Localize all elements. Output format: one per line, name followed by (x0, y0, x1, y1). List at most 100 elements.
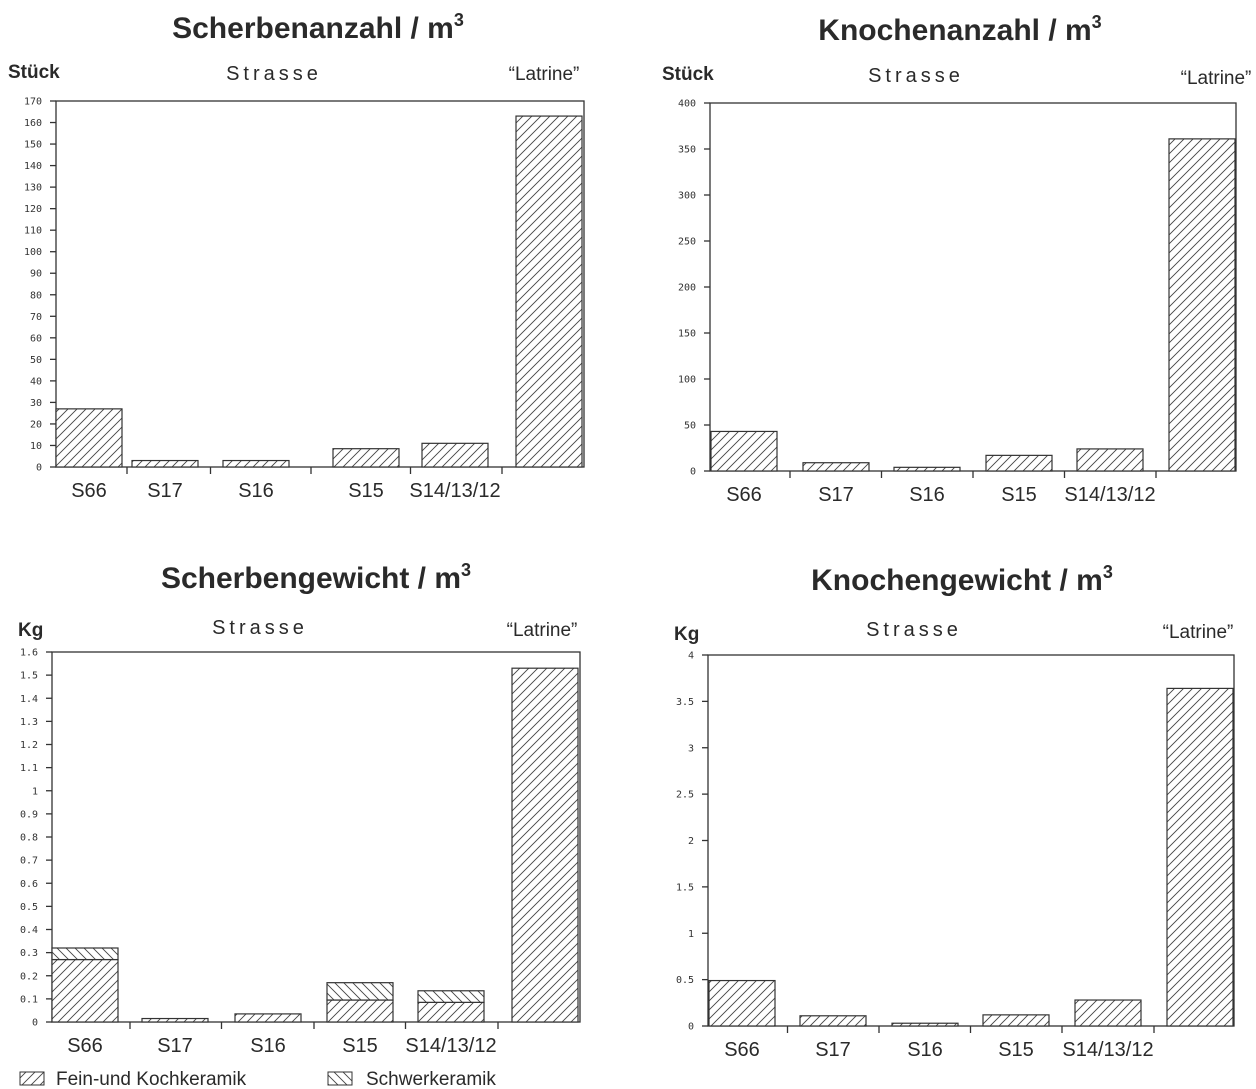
y-tick-label: 3 (688, 743, 694, 754)
x-category-label: S15 (1001, 484, 1037, 506)
chart-knochengewicht: Knochengewicht / m3 Kg Strasse “Latrine”… (674, 562, 1235, 1061)
legend-swatch-heavy (327, 1071, 353, 1086)
plot-area: 0 50 100 150 200 250 300 350 400 S66 S17 S16 S15 S14/… (678, 99, 1237, 506)
y-tick-label: 100 (24, 247, 42, 258)
y-tick-label: 0.4 (20, 925, 38, 936)
bar-fine (131, 459, 199, 468)
bar-fine (708, 979, 776, 1027)
chart-title: Knochenanzahl / m3 (818, 12, 1101, 47)
y-tick-label: 0.5 (676, 975, 694, 986)
bar-fine (51, 958, 119, 1023)
title-superscript: 3 (1092, 12, 1102, 32)
bar-fine (982, 1014, 1050, 1027)
y-tick-label: 300 (678, 191, 696, 202)
y-tick-label: 1.6 (20, 648, 38, 659)
plot-frame (709, 102, 1237, 472)
y-tick-label: 2 (688, 836, 694, 847)
bar-fine (326, 999, 394, 1023)
y-tick-label: 0.5 (20, 902, 38, 913)
x-category-label: S14/13/12 (1064, 484, 1155, 506)
x-category-label: S16 (250, 1035, 286, 1057)
bar-fine (1166, 687, 1234, 1027)
y-tick-label: 250 (678, 237, 696, 248)
y-tick-label: 1.5 (20, 671, 38, 682)
y-tick-label: 120 (24, 204, 42, 215)
y-tick-label: 0 (32, 1018, 38, 1029)
y-tick-label: 4 (688, 651, 694, 662)
y-tick-label: 100 (678, 375, 696, 386)
bar-fine (511, 667, 579, 1023)
x-category-label: S66 (67, 1035, 103, 1057)
group-label-strasse: Strasse (226, 63, 322, 85)
y-tick-label: 60 (30, 333, 42, 344)
chart-knochenanzahl: Knochenanzahl / m3 Stück Strasse “Latrin… (662, 12, 1251, 506)
chart-title: Knochengewicht / m3 (811, 562, 1113, 597)
plot-area: 0 0.5 1 1.5 2 2.5 3 3.5 4 S66 S17 S16 S15 S14/13/12 (676, 651, 1235, 1061)
y-tick-label: 130 (24, 183, 42, 194)
x-category-label: S66 (724, 1039, 760, 1061)
bar-fine (799, 1015, 867, 1027)
x-category-label: S17 (818, 484, 854, 506)
bar-fine (1168, 138, 1236, 472)
x-category-label: S16 (238, 480, 274, 502)
y-axis-unit-label: Stück (662, 64, 714, 85)
group-label-latrine: “Latrine” (1163, 622, 1234, 643)
x-category-label: S16 (909, 484, 945, 506)
y-tick-label: 0.6 (20, 879, 38, 890)
x-category-label: S15 (998, 1039, 1034, 1061)
y-tick-label: 0.2 (20, 971, 38, 982)
legend-label-fine: Fein-und Kochkeramik (56, 1069, 247, 1089)
y-tick-label: 1.5 (676, 882, 694, 893)
y-tick-label: 1 (688, 929, 694, 940)
y-tick-label: 1.1 (20, 763, 38, 774)
bar-fine (710, 430, 778, 472)
group-label-latrine: “Latrine” (1181, 68, 1252, 89)
bar-fine (891, 1022, 959, 1027)
y-tick-label: 0 (690, 467, 696, 478)
y-tick-label: 20 (30, 419, 42, 430)
bar-fine (332, 448, 400, 468)
y-tick-label: 170 (24, 97, 42, 108)
bar-heavy (417, 990, 485, 1003)
group-label-strasse: Strasse (866, 619, 962, 641)
bar-heavy (51, 947, 119, 961)
x-category-label: S14/13/12 (405, 1035, 496, 1057)
x-category-label: S14/13/12 (409, 480, 500, 502)
bar-fine (417, 1001, 485, 1023)
y-tick-label: 400 (678, 99, 696, 110)
y-tick-label: 90 (30, 269, 42, 280)
bar-fine (985, 454, 1053, 472)
plot-area: 0 10 20 30 40 50 60 70 80 90 100 110 120 130 140 150 160… (24, 97, 585, 502)
y-tick-label: 0.8 (20, 833, 38, 844)
x-category-label: S17 (147, 480, 183, 502)
title-superscript: 3 (461, 560, 471, 580)
x-category-label: S15 (348, 480, 384, 502)
x-category-label: S66 (726, 484, 762, 506)
x-category-label: S16 (907, 1039, 943, 1061)
y-tick-label: 70 (30, 312, 42, 323)
y-tick-label: 350 (678, 145, 696, 156)
y-tick-label: 1.4 (20, 694, 38, 705)
x-category-label: S17 (157, 1035, 193, 1057)
group-label-strasse: Strasse (868, 65, 964, 87)
x-category-label: S66 (71, 480, 107, 502)
y-tick-label: 0.3 (20, 948, 38, 959)
legend-label-heavy: Schwerkeramik (366, 1069, 496, 1089)
y-tick-label: 200 (678, 283, 696, 294)
y-tick-label: 0.7 (20, 856, 38, 867)
y-tick-label: 160 (24, 118, 42, 129)
chart-scherbenanzahl: Scherbenanzahl / m3 Stück Strasse “Latri… (8, 10, 585, 502)
x-category-label: S14/13/12 (1062, 1039, 1153, 1061)
plot-frame (55, 100, 585, 468)
title-superscript: 3 (454, 10, 464, 30)
y-axis-unit-label: Kg (674, 624, 699, 645)
y-tick-label: 50 (684, 421, 696, 432)
y-tick-label: 30 (30, 398, 42, 409)
bar-fine (234, 1013, 302, 1023)
plot-frame (707, 654, 1235, 1027)
y-tick-label: 80 (30, 290, 42, 301)
y-tick-label: 150 (24, 140, 42, 151)
y-tick-label: 10 (30, 441, 42, 452)
y-tick-label: 0.1 (20, 994, 38, 1005)
bar-fine (421, 442, 489, 468)
